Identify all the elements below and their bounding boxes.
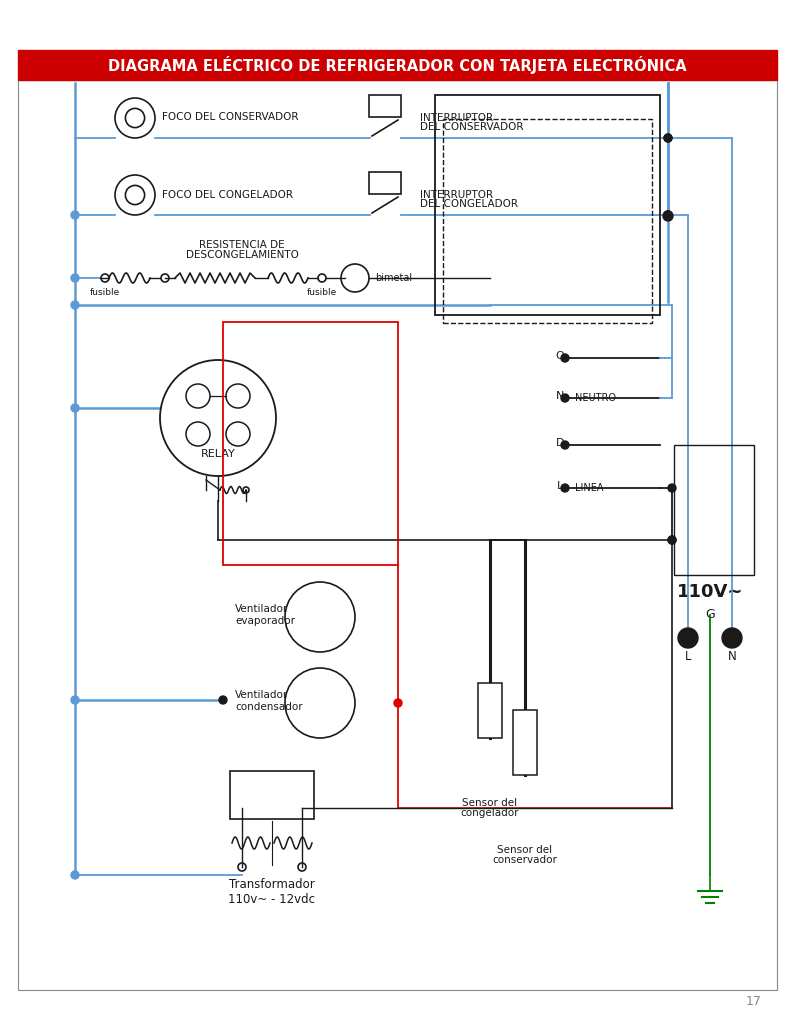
Text: RELAY: RELAY (200, 449, 235, 459)
Bar (230, 771, 314, 819)
Text: G: G (705, 608, 715, 622)
Circle shape (663, 211, 673, 221)
Circle shape (71, 211, 79, 219)
Text: FOCO DEL CONGELADOR: FOCO DEL CONGELADOR (162, 190, 293, 200)
Bar (513, 710, 537, 775)
Bar (369, 172, 401, 194)
Text: DEL CONGELADOR: DEL CONGELADOR (420, 199, 518, 209)
Text: DIAGRAMA ELÉCTRICO DE REFRIGERADOR CON TARJETA ELECTRÓNICA: DIAGRAMA ELÉCTRICO DE REFRIGERADOR CON T… (107, 56, 686, 74)
Circle shape (664, 134, 672, 142)
Text: INTERRUPTOR: INTERRUPTOR (420, 113, 493, 123)
Text: NEUTRO: NEUTRO (575, 393, 616, 403)
Circle shape (561, 441, 569, 449)
Text: Ventilador
evaporador: Ventilador evaporador (235, 604, 295, 626)
Text: L: L (684, 650, 691, 664)
Circle shape (71, 871, 79, 879)
Circle shape (561, 394, 569, 402)
Text: DEL CONSERVADOR: DEL CONSERVADOR (420, 122, 523, 132)
Text: RESISTENCIA DE: RESISTENCIA DE (200, 240, 285, 250)
Bar (18, 50, 777, 80)
Circle shape (664, 211, 672, 219)
Text: Sensor del: Sensor del (463, 798, 518, 808)
Text: INTERRUPTOR: INTERRUPTOR (420, 190, 493, 200)
Text: L: L (556, 481, 563, 490)
Bar (478, 683, 502, 738)
Circle shape (678, 628, 698, 648)
Text: LINEA: LINEA (575, 483, 603, 493)
Text: conservador: conservador (493, 855, 557, 865)
Text: congelador: congelador (461, 808, 519, 818)
Text: D: D (556, 438, 564, 449)
Bar (435, 95, 660, 315)
Text: 110V~: 110V~ (677, 583, 743, 601)
Circle shape (668, 536, 676, 544)
Text: Ventilador
condensador: Ventilador condensador (235, 690, 303, 712)
Text: fusible: fusible (307, 288, 337, 297)
Circle shape (722, 628, 742, 648)
Circle shape (561, 484, 569, 492)
Circle shape (394, 699, 402, 707)
Text: bimetal: bimetal (375, 273, 412, 283)
Circle shape (561, 354, 569, 362)
Text: DESCONGELAMIENTO: DESCONGELAMIENTO (185, 250, 298, 260)
Circle shape (71, 274, 79, 282)
Circle shape (664, 211, 672, 219)
Circle shape (71, 301, 79, 309)
Text: fusible: fusible (90, 288, 120, 297)
Text: 17: 17 (747, 995, 762, 1008)
Circle shape (668, 484, 676, 492)
Bar (369, 95, 401, 117)
Bar (674, 445, 754, 575)
Text: N: N (727, 650, 736, 664)
Circle shape (668, 536, 676, 544)
Bar (223, 322, 398, 565)
Circle shape (71, 696, 79, 705)
Text: Sensor del: Sensor del (498, 845, 553, 855)
Circle shape (219, 696, 227, 705)
Circle shape (664, 134, 672, 142)
Text: N: N (556, 391, 564, 401)
Text: O: O (556, 351, 564, 361)
Circle shape (71, 404, 79, 412)
Bar (443, 119, 652, 323)
Text: FOCO DEL CONSERVADOR: FOCO DEL CONSERVADOR (162, 112, 298, 122)
Bar (18, 80, 777, 990)
Text: Transformador
110v~ - 12vdc: Transformador 110v~ - 12vdc (228, 878, 316, 906)
